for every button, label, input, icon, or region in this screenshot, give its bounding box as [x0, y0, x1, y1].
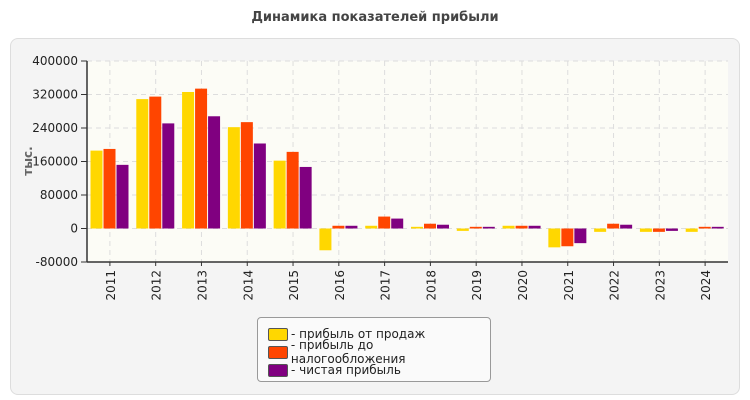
x-tick-label: 2013 [195, 270, 209, 301]
bar-2023-series-3 [665, 228, 678, 231]
legend-swatch [268, 327, 288, 341]
bar-2011-series-3 [116, 164, 129, 229]
bar-2016-series-1 [319, 228, 332, 251]
bar-2015-series-2 [286, 151, 299, 229]
legend-label: - чистая прибыль [291, 363, 401, 377]
bar-2018-series-3 [437, 224, 449, 229]
bar-2012-series-3 [162, 123, 175, 229]
bar-2020-series-1 [502, 225, 515, 229]
legend: - прибыль от продаж - прибыль до налогооб… [257, 317, 491, 382]
bar-2014-series-1 [227, 127, 240, 229]
bar-2021-series-2 [561, 228, 574, 247]
x-tick-label: 2017 [379, 270, 393, 301]
y-axis-label: тыс. [21, 146, 35, 175]
bar-2011-series-1 [90, 150, 103, 229]
y-tick-label: 320000 [32, 88, 78, 102]
x-tick-label: 2021 [562, 270, 576, 301]
bar-2016-series-2 [332, 225, 345, 229]
y-tick-label: 160000 [32, 155, 78, 169]
x-tick-label: 2024 [699, 270, 713, 301]
bar-2011-series-2 [103, 148, 116, 229]
bar-2019-series-2 [469, 226, 482, 229]
bar-2019-series-1 [456, 228, 469, 231]
bar-2013-series-1 [182, 91, 195, 229]
bar-2020-series-3 [528, 225, 541, 229]
bar-2018-series-2 [424, 223, 436, 229]
x-tick-label: 2014 [241, 270, 255, 301]
bar-2018-series-1 [411, 226, 423, 229]
bar-2023-series-1 [639, 228, 652, 232]
bar-2024-series-2 [698, 226, 711, 229]
bar-2016-series-3 [345, 225, 358, 229]
bar-2021-series-3 [574, 228, 587, 244]
y-tick-label: 400000 [32, 54, 78, 68]
bar-2017-series-2 [378, 216, 391, 229]
bar-2014-series-3 [253, 143, 266, 229]
bar-2022-series-3 [620, 224, 633, 229]
y-tick-label: 240000 [32, 121, 78, 135]
legend-item: - прибыль до налогообложения [268, 338, 490, 366]
bar-2012-series-2 [149, 96, 162, 229]
legend-label: - прибыль от продаж [291, 327, 426, 341]
chart-title: Динамика показателей прибыли [251, 10, 499, 25]
bar-2022-series-2 [607, 223, 620, 229]
x-tick-label: 2018 [424, 270, 438, 301]
legend-item: - чистая прибыль [268, 361, 490, 379]
x-tick-label: 2020 [516, 270, 530, 301]
legend-swatch [268, 363, 288, 377]
bar-2013-series-2 [195, 88, 208, 229]
x-tick-label: 2012 [150, 270, 164, 301]
x-tick-label: 2023 [653, 270, 667, 301]
bar-2015-series-1 [273, 160, 286, 229]
x-tick-label: 2019 [470, 270, 484, 301]
bar-2024-series-3 [711, 226, 724, 229]
x-tick-label: 2015 [287, 270, 301, 301]
x-tick-label: 2022 [608, 270, 622, 301]
legend-item: - прибыль от продаж [268, 325, 490, 343]
x-tick-label: 2011 [104, 270, 118, 301]
bar-2013-series-3 [208, 116, 221, 229]
bar-2017-series-3 [391, 218, 404, 229]
bar-2014-series-2 [240, 122, 253, 229]
legend-label: - прибыль до налогообложения [290, 338, 406, 366]
bar-2015-series-3 [299, 166, 312, 229]
bar-2022-series-1 [594, 228, 607, 232]
y-tick-label: 0 [70, 222, 78, 236]
bar-2019-series-3 [482, 226, 495, 229]
bar-2021-series-1 [548, 228, 561, 248]
bar-2023-series-2 [652, 228, 665, 232]
y-tick-label: -80000 [35, 255, 78, 269]
x-tick-label: 2016 [333, 270, 347, 301]
bar-2017-series-1 [365, 225, 378, 229]
y-tick-label: 80000 [40, 188, 78, 202]
bar-2024-series-1 [685, 228, 698, 232]
bar-2020-series-2 [515, 225, 528, 229]
bar-2012-series-1 [136, 99, 149, 229]
legend-swatch [268, 345, 288, 359]
